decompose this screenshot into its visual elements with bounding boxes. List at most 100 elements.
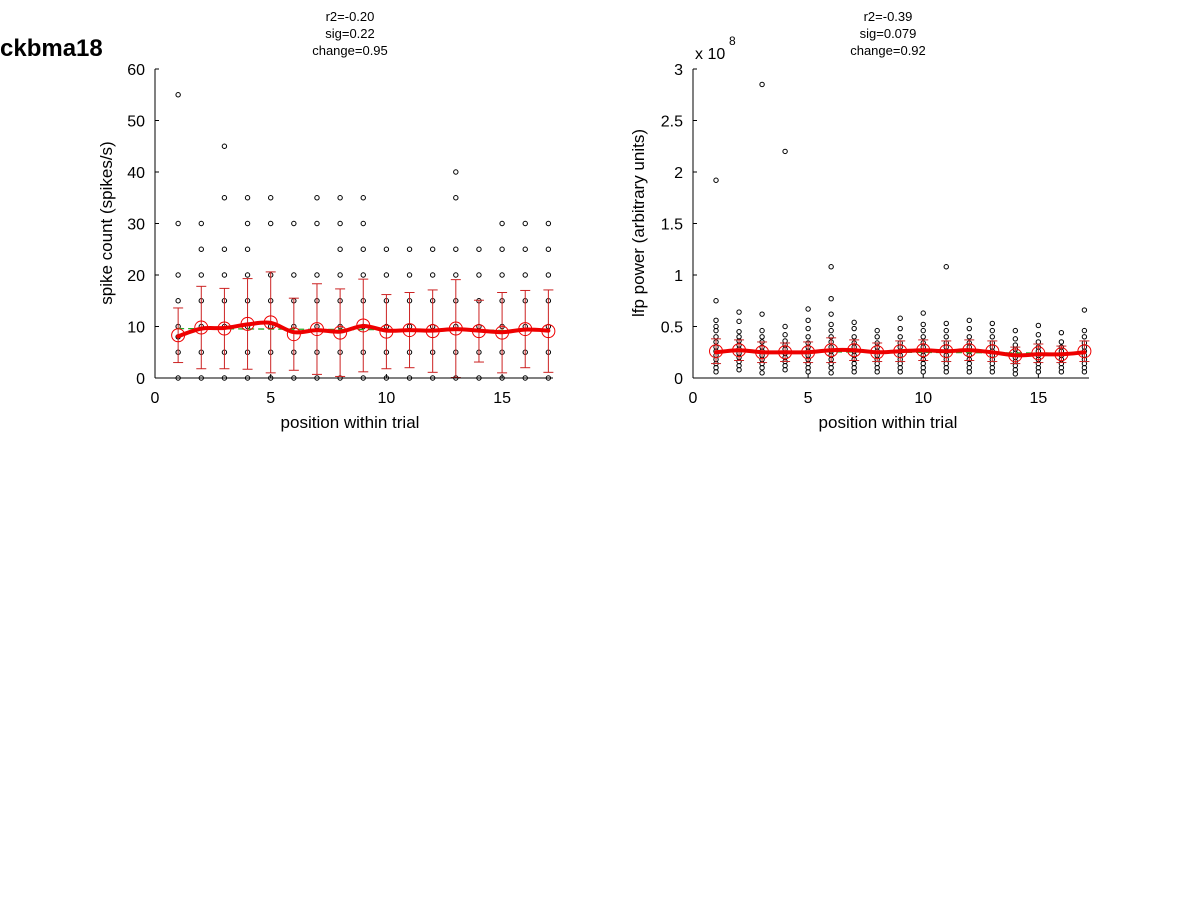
data-point: [966, 325, 972, 332]
data-point: [1081, 334, 1088, 340]
data-point: [453, 169, 459, 175]
scale-exponent: 8: [729, 34, 736, 48]
mean-marker: [194, 320, 209, 335]
title-line-sig: sig=0.079: [860, 26, 917, 41]
mean-marker: [1031, 346, 1046, 361]
data-point: [291, 220, 297, 227]
data-point: [453, 246, 459, 252]
data-point: [244, 272, 251, 278]
mean-marker: [755, 345, 770, 360]
y-tick-label: 40: [127, 165, 145, 182]
data-point: [736, 318, 742, 325]
data-point: [713, 317, 719, 324]
mean-marker: [1054, 347, 1069, 362]
y-tick-label: 2: [674, 165, 683, 182]
title-line-r2: r2=-0.20: [326, 9, 375, 24]
mean-marker: [824, 343, 839, 358]
mean-marker: [402, 323, 417, 338]
data-point: [782, 323, 788, 330]
x-tick-label: 15: [1029, 390, 1047, 407]
data-point: [545, 220, 552, 227]
mean-marker: [709, 344, 724, 359]
data-point: [713, 334, 719, 340]
data-point: [805, 306, 811, 312]
data-point: [943, 264, 949, 270]
mean-marker: [541, 324, 556, 339]
mean-marker: [309, 322, 324, 337]
data-point: [522, 246, 528, 252]
data-point: [221, 246, 228, 252]
x-tick-label: 10: [377, 390, 395, 407]
data-point: [828, 327, 834, 334]
title-line-r2: r2=-0.39: [864, 9, 913, 24]
data-point: [360, 220, 366, 227]
data-point: [943, 334, 949, 340]
data-point: [383, 246, 390, 252]
data-point: [244, 195, 251, 201]
data-point: [337, 195, 343, 201]
axes: [692, 69, 1089, 379]
y-tick-label: 1.5: [661, 217, 683, 234]
data-point: [221, 272, 228, 278]
data-point: [1058, 329, 1065, 336]
data-point: [805, 325, 811, 332]
data-point: [851, 334, 857, 340]
y-axis-label: spike count (spikes/s): [97, 141, 116, 304]
data-point: [1058, 339, 1065, 345]
data-point: [429, 272, 436, 278]
panel-lfp-power: 0 5 10 15 00.511.522.53 r2=-0.39 sig=0.079 …: [629, 9, 1092, 432]
data-point: [828, 370, 834, 376]
figure-label: ckbma18: [0, 35, 103, 62]
data-point: [267, 195, 274, 201]
data-point: [713, 177, 719, 183]
data-point: [406, 246, 413, 252]
data-point: [805, 317, 811, 324]
data-point: [175, 220, 181, 227]
data-point: [175, 272, 181, 278]
data-point: [966, 334, 972, 340]
mean-marker: [448, 321, 463, 336]
data-point: [360, 272, 366, 278]
mean-marker: [732, 343, 747, 358]
data-point: [453, 195, 459, 201]
x-tick-label: 15: [493, 390, 511, 407]
mean-marker: [263, 315, 278, 330]
data-point: [989, 334, 996, 340]
y-tick-label: 1: [674, 268, 683, 285]
y-tick-label: 60: [127, 62, 145, 79]
mean-marker: [801, 345, 816, 360]
data-point: [920, 327, 926, 334]
mean-marker: [870, 345, 885, 360]
data-point: [221, 143, 228, 149]
x-axis-label: position within trial: [281, 413, 420, 432]
data-point: [360, 195, 366, 201]
y-axis-label: lfp power (arbitrary units): [629, 129, 648, 317]
data-point: [1081, 327, 1088, 334]
trend-line: [178, 327, 549, 332]
mean-marker: [240, 316, 255, 331]
data-point: [244, 246, 251, 252]
y-tick-label: 10: [127, 320, 145, 337]
data-point: [314, 220, 320, 227]
y-tick-label: 0: [136, 371, 145, 388]
data-point: [499, 246, 505, 252]
data-point: [782, 332, 788, 338]
x-tick-label: 10: [914, 390, 932, 407]
data-point: [828, 321, 834, 328]
y-ticks: 0 10 20 30 40 50 60: [127, 62, 159, 388]
x-tick-label: 0: [689, 390, 698, 407]
data-point: [920, 310, 926, 316]
data-point: [244, 220, 251, 227]
data-point: [759, 327, 765, 334]
x-axis-label: position within trial: [819, 413, 958, 432]
mean-marker: [1008, 348, 1023, 363]
data-point: [429, 246, 436, 252]
y-tick-label: 3: [674, 62, 683, 79]
data-point: [736, 309, 742, 315]
data-point: [198, 220, 204, 227]
data-point: [522, 272, 528, 278]
x-ticks: 0 5 10 15: [151, 374, 511, 407]
data-point: [1081, 307, 1088, 313]
trend-line-segment: [178, 327, 549, 332]
